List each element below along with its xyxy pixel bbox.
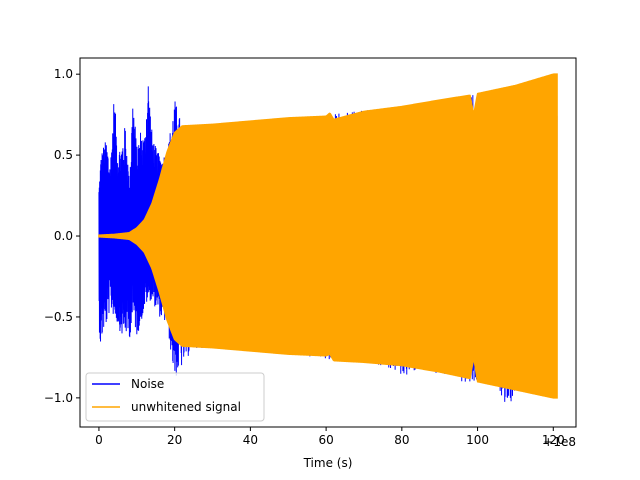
x-axis-label: Time (s) [303,456,353,470]
x-tick-label: 60 [318,433,333,447]
series-layer [98,73,558,402]
x-axis: 0 20 40 60 80 100 120 [95,427,565,447]
x-tick-label: 80 [394,433,409,447]
y-axis: −1.0 −0.5 0.0 0.5 1.0 [44,67,80,405]
y-tick-label: 1.0 [54,67,73,81]
legend-box [85,372,265,422]
series-line-unwhitened-signal [98,73,558,399]
x-tick-label: 0 [95,433,103,447]
legend-label-noise: Noise [131,377,164,391]
x-tick-label: 20 [167,433,182,447]
y-tick-label: 0.5 [54,148,73,162]
x-tick-label: 40 [243,433,258,447]
x-offset-label: +1e8 [543,435,576,449]
y-tick-label: −0.5 [44,310,73,324]
y-tick-label: 0.0 [54,229,73,243]
x-tick-label: 100 [466,433,489,447]
plot-frame [79,57,577,428]
y-tick-label: −1.0 [44,391,73,405]
legend-label-unwhitened-signal: unwhitened signal [131,400,241,414]
x-tick-label: 120 [542,433,565,447]
legend: Noise unwhitened signal [85,372,265,422]
